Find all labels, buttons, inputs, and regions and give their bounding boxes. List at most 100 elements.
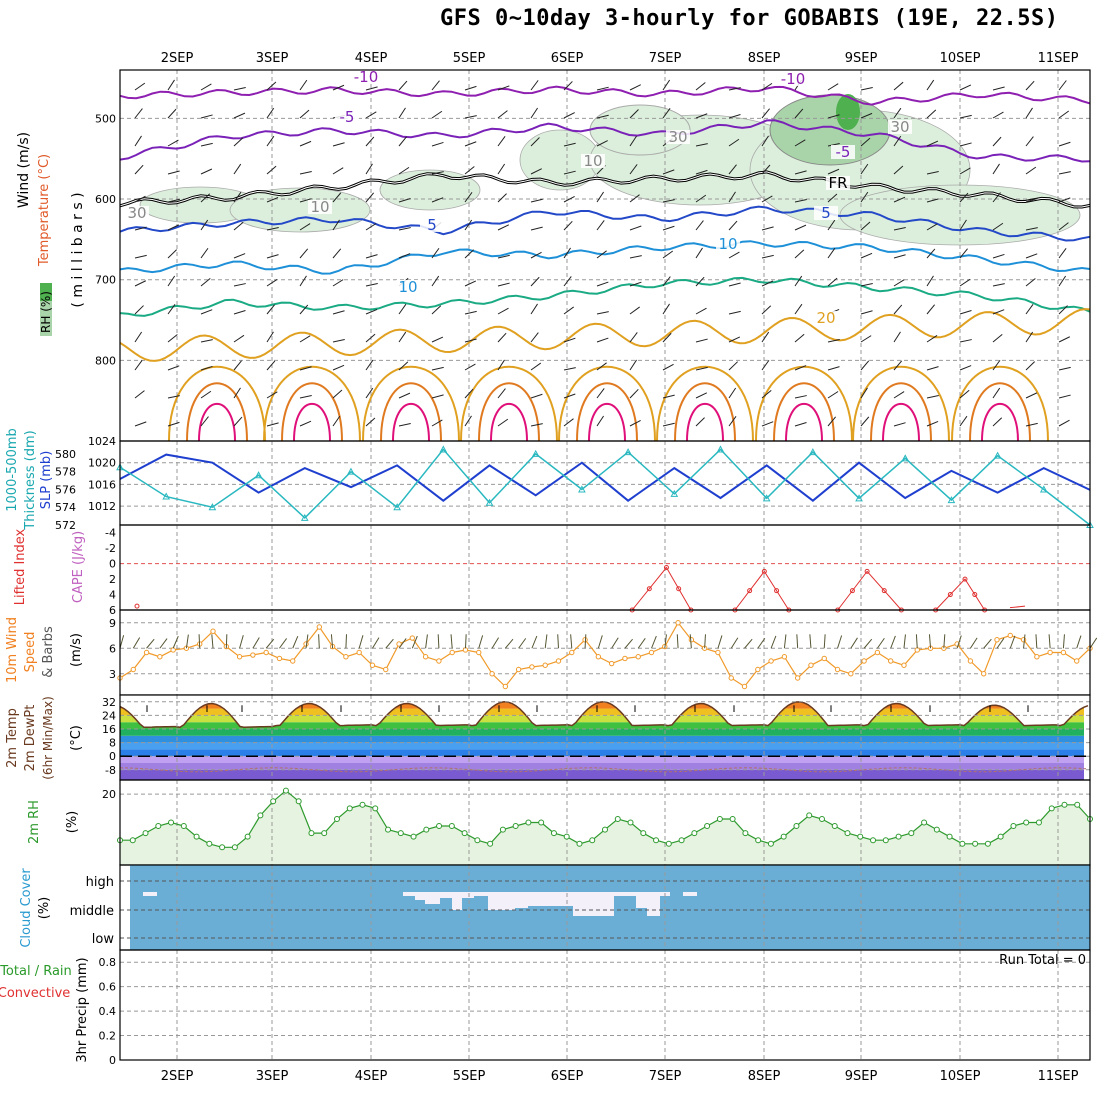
panel-frame [119,440,1091,526]
wind-barb [233,387,241,399]
wind-barb [596,250,607,259]
lifted-index-line [935,578,986,611]
rh-marker [908,830,915,837]
rh-marker [716,815,723,822]
wind-barb [761,108,770,119]
y-tick-label: 1016 [88,478,116,491]
wind-barb [662,422,675,427]
wind-barb [992,417,1003,427]
wind-barb [431,141,444,147]
cloud-gap [528,892,573,906]
wind-speed-marker [755,666,761,673]
contour-label: 30 [668,128,687,146]
wind-barb [926,248,936,259]
wind-speed-marker [874,649,881,656]
cloud-gap [614,892,636,896]
wind-barb [167,79,175,91]
wind-barb [299,248,309,259]
wind-barb [1058,110,1070,119]
axis-label: & Barbs [41,626,56,678]
wind-barb [761,164,771,175]
wind-speed-marker [515,666,522,673]
x-tick-label-bottom: 2SEP [161,1069,194,1084]
thickness-marker [485,498,494,506]
wind-barb [728,191,736,203]
wind-barb [689,634,692,649]
wind-barb [1076,635,1082,649]
contour-label: -10 [781,70,806,88]
wind-barb [1025,166,1037,175]
wind-barb [563,142,576,147]
rh-marker [155,823,162,830]
wind-barb [1058,197,1071,203]
wind-barb [915,634,918,649]
wind-barb [728,220,738,231]
wind-barb [959,389,970,399]
wind-barb [299,79,308,91]
wind-barb [704,634,706,649]
wind-barb [629,164,638,175]
thickness-marker [855,494,863,502]
contour-label: -5 [340,108,355,126]
wind-speed-marker [608,660,615,667]
temperature-contour--10 [119,85,1091,106]
wind-barb [450,634,453,649]
wind-barb [299,109,310,119]
y-tick-label: 574 [55,501,76,514]
y-tick-label: 20 [102,788,116,801]
wind-barb [827,83,839,91]
wind-barb [464,310,477,315]
wind-barb [332,310,345,315]
wind-barb [299,140,312,147]
wind-barb [200,278,211,287]
wind-barb [497,388,506,399]
wind-speed-marker [489,671,495,677]
axis-label: (°C) [69,725,84,751]
rh-marker [219,844,226,851]
wind-barb [783,634,787,649]
wind-barb [695,220,704,231]
wind-barb [596,388,605,399]
rh-marker [972,840,979,847]
temperature-dome [686,402,724,442]
lifted-index-marker [864,568,870,574]
lifted-index-marker [676,586,682,592]
lifted-index-marker [747,588,753,594]
wind-barb [959,167,971,175]
wind-speed-marker [821,655,827,662]
wind-barb [893,165,904,175]
wind-barb [167,395,180,399]
rh-marker [550,830,557,837]
wind-barb [926,395,939,399]
wind-barb [596,281,609,287]
wind-barb [497,307,509,315]
thickness-marker [531,449,540,457]
wind-barb [431,305,442,315]
lifted-index-marker [947,592,953,598]
wind-barb [943,634,946,649]
x-tick-label-bottom: 7SEP [649,1069,682,1084]
rh-marker [946,833,953,840]
wind-barb [497,163,506,175]
wind-barb [959,415,968,427]
wind-barb [860,221,871,231]
wind-barb [464,634,467,649]
wind-barb [695,307,707,315]
slp-thickness-panel: 1012 1016 1020 1024 572 574 576 578 580 1000-500m… [5,428,1094,532]
wind-barb [893,279,905,287]
wind-barb [744,638,753,649]
wind-barb [563,247,571,259]
wind-barb [959,278,971,287]
thickness-marker [716,445,725,453]
rh-marker [870,837,877,844]
y-tick-label: 578 [55,466,76,479]
x-tick-label-top: 2SEP [161,51,194,66]
rh-contour-region [379,169,481,211]
wind-barb [728,87,741,91]
wind-barb [629,255,642,259]
wind-barb [365,86,378,91]
wind-barb [167,108,177,119]
x-tick-label-bottom: 11SEP [1038,1069,1079,1084]
wind-barb [1023,634,1026,649]
temperature-dome [198,402,236,442]
